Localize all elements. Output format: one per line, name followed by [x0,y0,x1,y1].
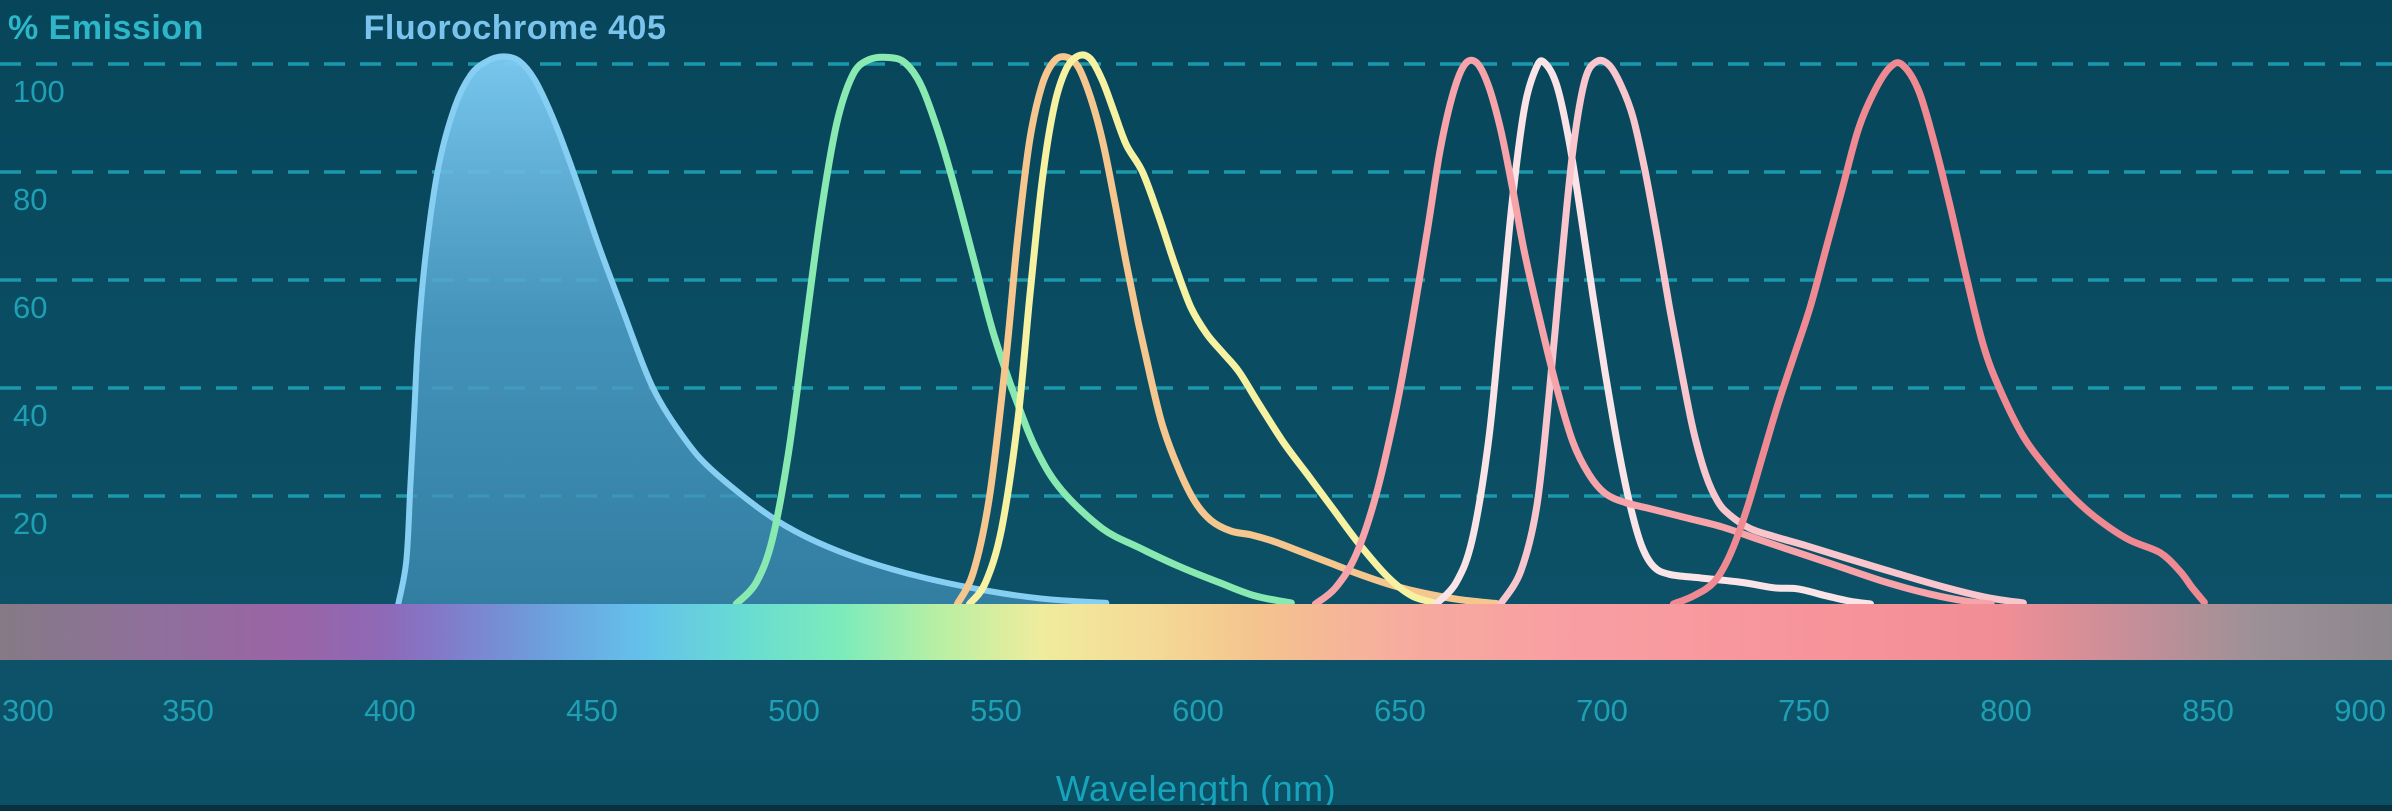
emission-573-yellow-curve [966,51,1440,608]
x-tick-900: 900 [2334,693,2386,728]
x-tick-450: 450 [566,693,618,728]
spectra-curves [395,51,2208,608]
x-tick-800: 800 [1980,693,2032,728]
emission-775-red-curve [1669,59,2208,608]
y-tick-60: 60 [13,290,48,325]
y-tick-80: 80 [13,182,48,217]
emission-695-lightpink-curve [1497,56,2027,608]
y-tick-100: 100 [13,74,65,109]
x-tick-750: 750 [1778,693,1830,728]
y-tick-20: 20 [13,506,48,541]
emission-568-orange-curve [953,53,1500,608]
wavelength-spectrum-bar [0,604,2392,660]
x-tick-300: 300 [2,693,54,728]
x-tick-650: 650 [1374,693,1426,728]
x-tick-550: 550 [970,693,1022,728]
y-tick-40: 40 [13,398,48,433]
emission-680-palepink-curve [1432,57,1874,608]
y-axis-title: % Emission [8,9,204,47]
x-axis-title: Wavelength (nm) [1055,768,1337,809]
x-tick-700: 700 [1576,693,1628,728]
fluorochrome-405-emission-curve [395,53,1110,607]
emission-667-salmon-curve [1311,56,1995,608]
x-tick-850: 850 [2182,693,2234,728]
x-tick-500: 500 [768,693,820,728]
chart-title: Fluorochrome 405 [363,9,667,47]
x-tick-350: 350 [162,693,214,728]
horizontal-gridlines [0,62,2392,498]
x-tick-400: 400 [364,693,416,728]
fluorochrome-405-emission-area [398,56,1107,605]
bottom-edge-strip [0,805,2392,811]
x-tick-600: 600 [1172,693,1224,728]
emission-520-green-curve [732,53,1295,608]
